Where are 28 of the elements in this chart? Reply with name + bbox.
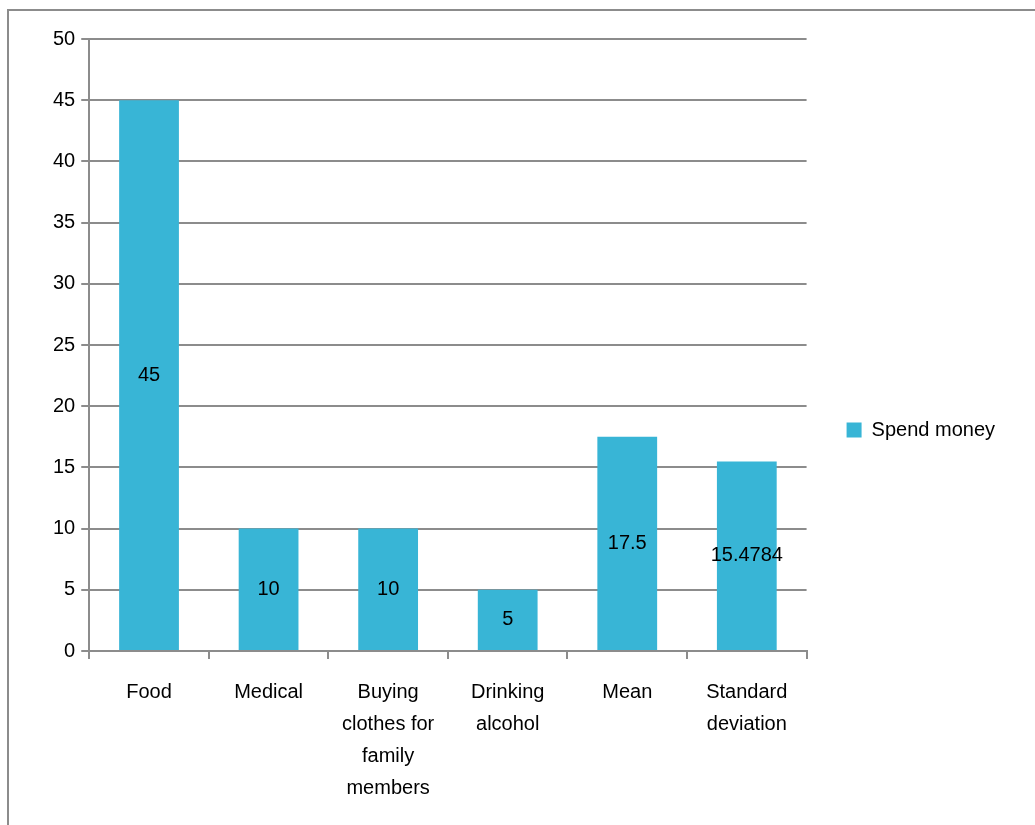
- bar: [477, 589, 538, 650]
- data-label: 10: [257, 576, 280, 599]
- bar: [358, 528, 419, 650]
- y-tick-label: 50: [53, 26, 76, 49]
- bar: [119, 100, 179, 650]
- y-tick-label: 35: [53, 210, 76, 233]
- y-tick-label: 10: [53, 516, 76, 539]
- y-tick-label: 25: [53, 332, 76, 355]
- y-tick-label: 40: [53, 148, 76, 171]
- y-tick-label: 20: [53, 393, 76, 416]
- y-tick-label: 45: [53, 87, 76, 110]
- y-tick-label: 15: [53, 454, 76, 477]
- data-label: 5: [502, 607, 514, 630]
- x-tick-label: Drinking alcohol: [471, 679, 545, 734]
- data-label: 10: [377, 576, 400, 599]
- x-tick-label: Buying clothes for family members: [342, 679, 435, 798]
- legend-label: Spend money: [871, 417, 995, 440]
- x-tick-label: Medical: [234, 679, 304, 702]
- y-tick-label: 30: [53, 271, 76, 294]
- data-label: 45: [137, 362, 161, 385]
- x-tick-label: Food: [126, 679, 172, 702]
- bar: [238, 528, 299, 650]
- data-label: 17.5: [607, 530, 647, 553]
- y-tick-label: 5: [64, 577, 76, 600]
- x-tick-label: Mean: [602, 679, 653, 702]
- x-tick-label: Standard deviation: [706, 679, 788, 734]
- bar: [597, 436, 658, 650]
- y-tick-label: 0: [64, 638, 76, 661]
